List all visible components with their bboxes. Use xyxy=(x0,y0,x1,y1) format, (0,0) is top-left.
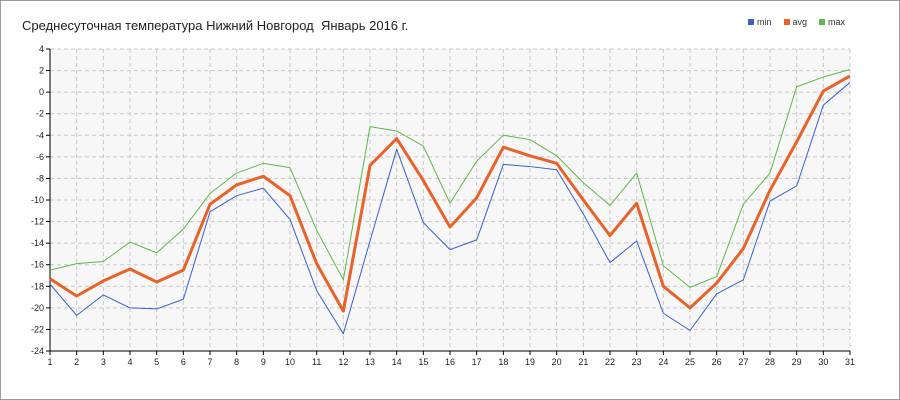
legend-item-min: min xyxy=(748,17,772,27)
x-tick-label: 9 xyxy=(261,357,266,367)
x-tick-label: 8 xyxy=(234,357,239,367)
series-line-min xyxy=(49,82,851,335)
x-axis-ticks: 1 2 3 4 5 6 7 8 9 10 11 12 13 14 15 16 17 18 19 20 21 22 23 24 2… xyxy=(47,351,855,367)
x-tick-label: 1 xyxy=(47,357,52,367)
y-tick-label: -16 xyxy=(31,260,44,270)
x-tick-label: 20 xyxy=(552,357,562,367)
y-tick-label: -14 xyxy=(31,238,44,248)
chart-title: Среднесуточная температура Нижний Новгор… xyxy=(22,18,409,33)
series-group xyxy=(49,69,851,335)
x-tick-label: 14 xyxy=(392,357,402,367)
x-tick-label: 10 xyxy=(285,357,295,367)
x-tick-label: 19 xyxy=(525,357,535,367)
x-tick-label: 31 xyxy=(845,357,855,367)
x-tick-label: 4 xyxy=(127,357,132,367)
x-tick-label: 18 xyxy=(498,357,508,367)
y-axis-ticks: 4 2 0 -2 -4 -6 -8 -10 -12 -14 -16 -18 -20 -22 -24 xyxy=(31,44,50,356)
x-tick-label: 3 xyxy=(101,357,106,367)
y-tick-label: -10 xyxy=(31,195,44,205)
x-tick-label: 13 xyxy=(365,357,375,367)
legend: min avg max xyxy=(748,15,857,29)
x-tick-label: 5 xyxy=(154,357,159,367)
x-tick-label: 16 xyxy=(445,357,455,367)
legend-swatch-max xyxy=(819,19,826,25)
x-tick-label: 12 xyxy=(338,357,348,367)
y-tick-label: -6 xyxy=(36,152,44,162)
y-tick-label: -2 xyxy=(36,109,44,119)
y-tick-label: -22 xyxy=(31,324,44,334)
grid xyxy=(49,48,851,352)
y-tick-label: -18 xyxy=(31,281,44,291)
y-tick-label: 0 xyxy=(39,87,44,97)
x-tick-label: 23 xyxy=(632,357,642,367)
x-tick-label: 30 xyxy=(818,357,828,367)
y-tick-label: -24 xyxy=(31,346,44,356)
series-line-max xyxy=(49,69,851,288)
y-tick-label: -12 xyxy=(31,217,44,227)
y-tick-label: -4 xyxy=(36,130,44,140)
x-tick-label: 24 xyxy=(658,357,668,367)
legend-label-min: min xyxy=(757,17,772,27)
x-tick-label: 2 xyxy=(74,357,79,367)
x-tick-label: 17 xyxy=(472,357,482,367)
series-line-avg xyxy=(49,74,851,313)
y-tick-label: 2 xyxy=(39,66,44,76)
x-tick-label: 22 xyxy=(605,357,615,367)
x-tick-label: 27 xyxy=(738,357,748,367)
x-tick-label: 11 xyxy=(312,357,321,367)
x-tick-label: 7 xyxy=(207,357,212,367)
legend-swatch-min xyxy=(748,19,754,25)
legend-swatch-avg xyxy=(783,19,790,25)
x-tick-label: 25 xyxy=(685,357,695,367)
y-tick-label: -20 xyxy=(31,303,44,313)
legend-item-avg: avg xyxy=(783,17,808,27)
y-tick-label: 4 xyxy=(39,44,44,54)
legend-item-max: max xyxy=(819,17,845,27)
x-tick-label: 26 xyxy=(712,357,722,367)
x-tick-label: 6 xyxy=(181,357,186,367)
legend-label-avg: avg xyxy=(792,17,808,27)
x-tick-label: 15 xyxy=(418,357,428,367)
x-tick-label: 29 xyxy=(792,357,802,367)
x-tick-label: 28 xyxy=(765,357,775,367)
legend-label-max: max xyxy=(828,17,846,27)
x-tick-label: 21 xyxy=(578,357,588,367)
y-tick-label: -8 xyxy=(36,173,44,183)
